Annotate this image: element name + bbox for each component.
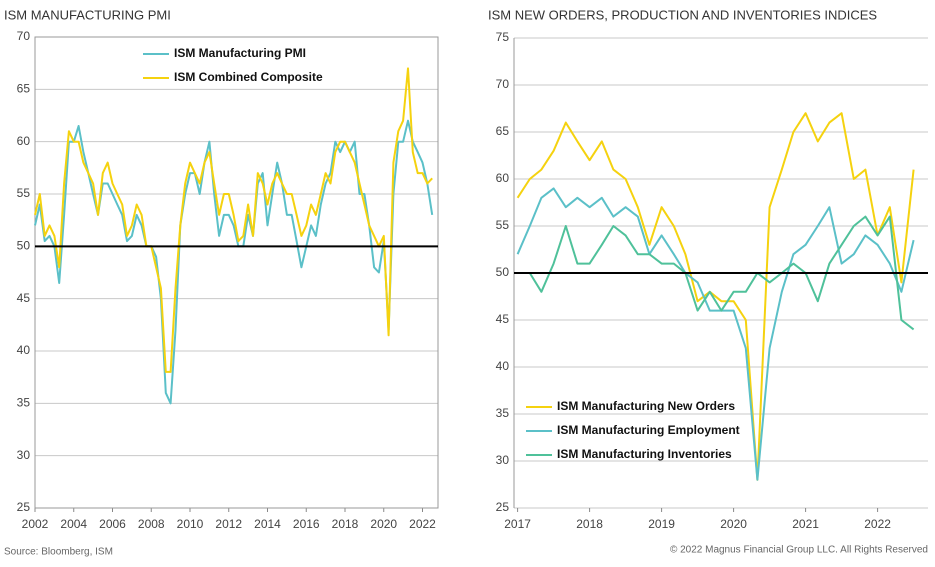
chart-title: ISM MANUFACTURING PMI [4, 7, 171, 22]
x-tick-label: 2004 [60, 517, 87, 531]
y-tick-label: 30 [496, 453, 510, 467]
legend-label: ISM Combined Composite [174, 70, 323, 84]
y-tick-label: 65 [17, 82, 31, 96]
y-tick-label: 60 [496, 171, 510, 185]
legend-label: ISM Manufacturing Inventories [557, 447, 732, 461]
y-tick-label: 45 [496, 312, 510, 326]
y-tick-label: 55 [496, 218, 510, 232]
series-line [34, 119, 434, 405]
plot-frame [34, 36, 439, 509]
y-tick-label: 70 [496, 77, 510, 91]
y-tick-label: 30 [17, 448, 31, 462]
y-tick-label: 60 [17, 134, 31, 148]
y-tick-label: 65 [496, 124, 510, 138]
x-tick-label: 2008 [138, 517, 165, 531]
x-tick-label: 2020 [720, 517, 747, 531]
y-tick-label: 25 [17, 500, 31, 514]
x-tick-label: 2019 [648, 517, 675, 531]
y-tick-label: 45 [17, 291, 31, 305]
x-tick-label: 2022 [409, 517, 436, 531]
x-tick-label: 2006 [99, 517, 126, 531]
y-tick-label: 35 [17, 396, 31, 410]
x-tick-label: 2002 [22, 517, 49, 531]
series-line [517, 215, 915, 331]
x-tick-label: 2021 [792, 517, 819, 531]
source: Source: Bloomberg, ISM [4, 547, 113, 558]
x-tick-label: 2018 [332, 517, 359, 531]
x-tick-label: 2016 [293, 517, 320, 531]
y-tick-label: 40 [17, 343, 31, 357]
legend-label: ISM Manufacturing Employment [557, 423, 740, 437]
chart-title: ISM NEW ORDERS, PRODUCTION AND INVENTORI… [488, 7, 877, 22]
y-tick-label: 55 [17, 186, 31, 200]
x-tick-label: 2012 [215, 517, 242, 531]
y-tick-label: 50 [496, 265, 510, 279]
x-tick-label: 2022 [864, 517, 891, 531]
x-tick-label: 2010 [177, 517, 204, 531]
y-tick-label: 40 [496, 359, 510, 373]
legend-label: ISM Manufacturing PMI [174, 46, 306, 60]
series-line [34, 67, 433, 373]
y-tick-label: 50 [17, 239, 31, 253]
x-tick-label: 2020 [370, 517, 397, 531]
legend-label: ISM Manufacturing New Orders [557, 399, 735, 413]
y-tick-label: 75 [496, 30, 510, 44]
series-line [516, 112, 915, 481]
y-tick-label: 25 [496, 500, 510, 514]
y-tick-label: 70 [17, 29, 31, 43]
x-tick-label: 2014 [254, 517, 281, 531]
x-tick-label: 2017 [504, 517, 531, 531]
y-tick-label: 35 [496, 406, 510, 420]
x-tick-label: 2018 [576, 517, 603, 531]
series-line [516, 187, 915, 481]
copyright: © 2022 Magnus Financial Group LLC. All R… [670, 545, 928, 556]
